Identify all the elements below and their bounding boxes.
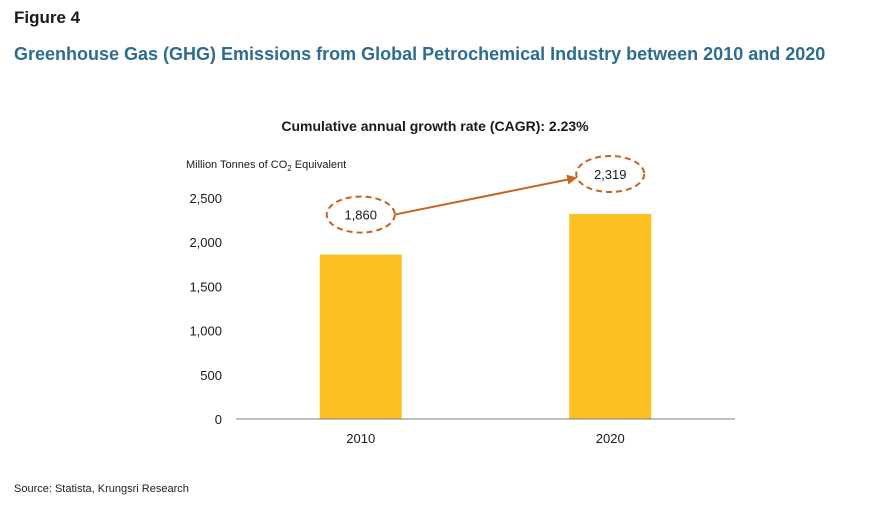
y-tick-label: 1,500 <box>189 279 222 294</box>
x-tick-label: 2020 <box>596 431 625 446</box>
y-axis-unit-label: Million Tonnes of CO2 Equivalent <box>186 159 346 173</box>
y-tick-label: 0 <box>215 412 222 427</box>
bar-2010 <box>319 254 402 419</box>
value-label-oval <box>575 155 646 194</box>
y-tick-label: 2,500 <box>189 191 222 206</box>
y-tick-label: 1,000 <box>189 324 222 339</box>
bar-2020 <box>569 214 652 419</box>
data-label: 1,860 <box>344 208 377 223</box>
figure-title: Greenhouse Gas (GHG) Emissions from Glob… <box>14 44 826 64</box>
source-note: Source: Statista, Krungsri Research <box>14 483 189 495</box>
y-tick-label: 500 <box>200 368 222 383</box>
chart-title: Cumulative annual growth rate (CAGR): 2.… <box>281 118 589 134</box>
growth-arrow <box>394 174 578 216</box>
figure-label: Figure 4 <box>14 8 81 27</box>
y-tick-label: 2,000 <box>189 235 222 250</box>
x-tick-label: 2010 <box>346 431 375 446</box>
data-label: 2,319 <box>594 167 627 182</box>
